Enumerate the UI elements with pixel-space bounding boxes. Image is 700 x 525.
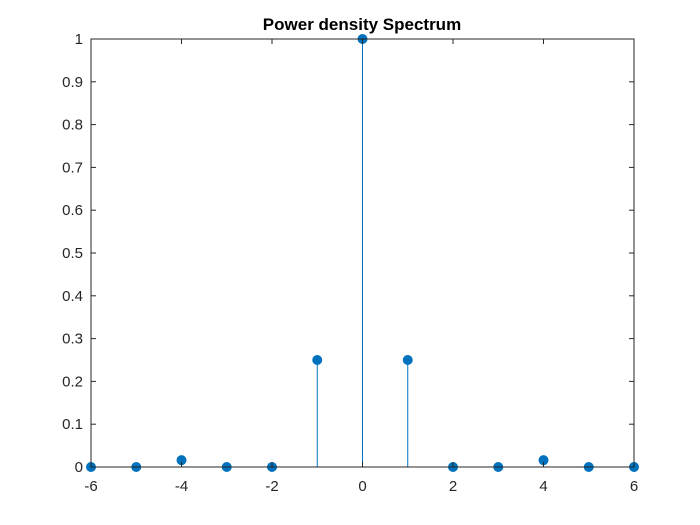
- x-tick-label: -4: [175, 478, 188, 495]
- chart-title: Power density Spectrum: [263, 15, 461, 34]
- x-tick-label: 2: [449, 478, 457, 495]
- x-tick-label: 0: [358, 478, 366, 495]
- y-tick-label: 0.5: [62, 245, 83, 262]
- x-tick-label: -6: [84, 478, 97, 495]
- axis-ticks: -6 -4 -2 0 2 4 6 0 0.1 0.2 0.3 0.4 0.5 0.6 0.7 0.8 0.9 1: [62, 31, 638, 495]
- stem-marker: [402, 355, 413, 365]
- y-tick-label: 0.3: [62, 331, 83, 348]
- y-tick-label: 1: [75, 31, 83, 48]
- stem-marker: [312, 355, 323, 365]
- chart-marks: [86, 34, 639, 472]
- y-tick-label: 0: [75, 459, 83, 476]
- y-tick-label: 0.8: [62, 117, 83, 134]
- x-tick-label: 6: [630, 478, 638, 495]
- y-tick-label: 0.4: [62, 288, 83, 305]
- y-tick-label: 0.7: [62, 159, 83, 176]
- y-tick-label: 0.2: [62, 373, 83, 390]
- y-tick-label: 0.1: [62, 416, 83, 433]
- y-tick-label: 0.6: [62, 202, 83, 219]
- x-tick-label: 4: [539, 478, 547, 495]
- y-tick-label: 0.9: [62, 74, 83, 91]
- x-tick-label: -2: [265, 478, 278, 495]
